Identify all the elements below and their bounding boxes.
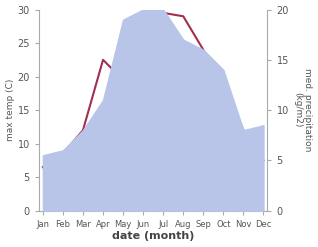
X-axis label: date (month): date (month)	[112, 231, 194, 242]
Y-axis label: med. precipitation
(kg/m2): med. precipitation (kg/m2)	[293, 68, 313, 152]
Y-axis label: max temp (C): max temp (C)	[5, 79, 15, 141]
